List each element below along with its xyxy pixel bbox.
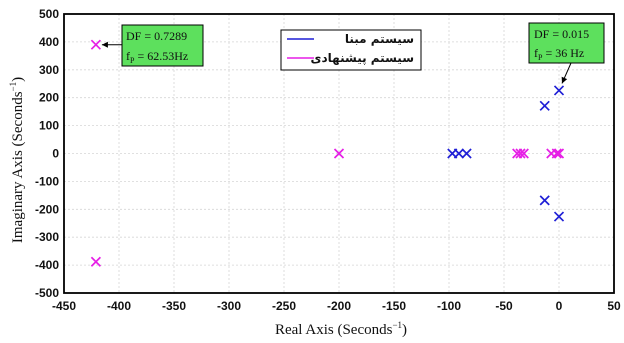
annotation-box-base	[528, 22, 605, 64]
y-tick-label: 100	[39, 119, 59, 133]
annotation-df-base: DF = 0.015	[534, 27, 589, 41]
point-base-system	[453, 148, 465, 159]
x-tick-label: 50	[607, 299, 621, 313]
point-base-system	[539, 195, 550, 206]
x-tick-label: -350	[162, 299, 186, 313]
y-tick-label: -100	[35, 174, 59, 188]
x-tick-label: -400	[107, 299, 131, 313]
y-tick-label: 0	[52, 147, 59, 161]
y-tick-label: -300	[35, 230, 59, 244]
legend-label-proposed-system: سیستم پیشنهادی	[311, 51, 415, 65]
annotation-df-proposed: DF = 0.7289	[126, 29, 187, 43]
point-base-system	[461, 148, 472, 159]
x-tick-label: -300	[217, 299, 241, 313]
y-axis-title: Imaginary Axis (Seconds−1)	[8, 77, 26, 243]
y-tick-label: -400	[35, 258, 59, 272]
annotation-proposed-pole: DF = 0.7289 fP = 62.53Hz	[101, 24, 204, 67]
legend-label-base-system: سیستم مبنا	[345, 32, 414, 46]
point-base-system	[553, 85, 565, 96]
x-tick-label: -200	[327, 299, 351, 313]
x-tick-label: 0	[556, 299, 563, 313]
x-tick-label: -450	[52, 299, 76, 313]
point-proposed-system	[553, 148, 565, 159]
x-tick-label: -100	[437, 299, 461, 313]
plot-frame	[63, 13, 615, 294]
y-tick-label: 400	[39, 35, 59, 49]
y-tick-label: 500	[39, 7, 59, 21]
y-tick-label: -200	[35, 202, 59, 216]
annotation-base-pole: DF = 0.015 fP = 36 Hz	[528, 22, 605, 84]
point-base-system	[553, 211, 565, 222]
legend: سیستم مبنا سیستم پیشنهادی	[280, 29, 422, 71]
y-tick-label: -500	[35, 286, 59, 300]
point-base-system	[539, 100, 550, 111]
point-proposed-system	[90, 256, 102, 267]
x-axis-title: Real Axis (Seconds−1)	[275, 320, 407, 338]
x-tick-label: -250	[272, 299, 296, 313]
y-tick-label: 300	[39, 63, 59, 77]
annotation-box-proposed	[121, 24, 204, 67]
point-proposed-system	[551, 148, 562, 159]
x-tick-label: -50	[495, 299, 513, 313]
annotation-fp-proposed: fP = 62.53Hz	[126, 49, 188, 65]
point-proposed-system	[333, 148, 345, 159]
x-tick-label: -150	[382, 299, 406, 313]
point-proposed-system	[518, 148, 529, 159]
data-points	[90, 39, 565, 267]
point-proposed-system	[515, 148, 526, 159]
tick-labels: -450 -400 -350 -300 -250 -200 -150 -100 -50 0 50-5…	[35, 7, 621, 313]
legend-box	[280, 29, 422, 71]
y-tick-label: 200	[39, 91, 59, 105]
annotation-arrowhead-proposed	[101, 41, 108, 48]
annotation-arrowhead-base	[561, 76, 568, 84]
annotation-fp-base: fP = 36 Hz	[534, 46, 584, 62]
point-proposed-system	[90, 39, 102, 50]
